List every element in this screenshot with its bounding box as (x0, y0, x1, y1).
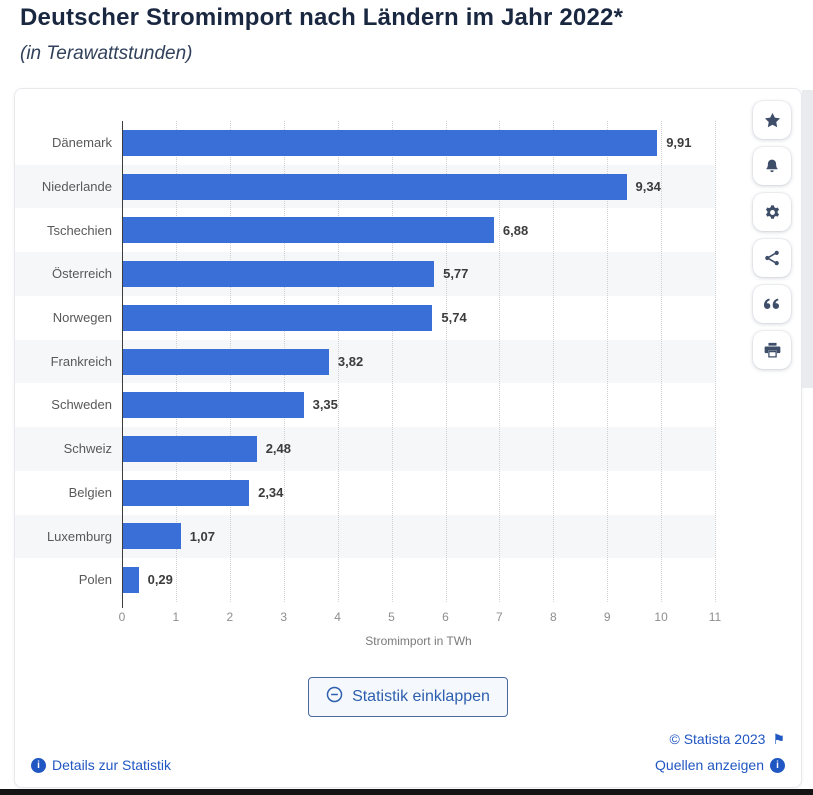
row-stripe (15, 339, 715, 384)
statistic-card: Stromimport in TWh Dänemark 9,91 Niederlan… (14, 88, 802, 788)
bar (123, 173, 627, 200)
copyright-label: © Statista 2023 (669, 731, 766, 747)
bar (123, 217, 494, 244)
flag-icon: ⚑ (772, 731, 785, 747)
footer-right-column: © Statista 2023 ⚑ Quellen anzeigen i (655, 731, 785, 773)
value-label: 2,48 (265, 441, 291, 457)
collapse-statistic-button[interactable]: Statistik einklappen (308, 677, 508, 717)
star-icon (764, 112, 781, 129)
card-footer: i Details zur Statistik © Statista 2023 … (31, 731, 785, 773)
category-label: Österreich (52, 266, 112, 282)
plot-area: Stromimport in TWh Dänemark 9,91 Niederlan… (15, 121, 721, 648)
x-tick-label: 1 (172, 610, 180, 624)
x-tick-label: 10 (654, 610, 668, 624)
category-label: Polen (78, 572, 112, 588)
x-tick-label: 9 (603, 610, 611, 624)
category-label: Frankreich (50, 353, 112, 369)
bottom-bar (0, 789, 813, 795)
category-label: Tschechien (46, 222, 112, 238)
value-label: 5,74 (441, 309, 467, 325)
x-tick-label: 3 (280, 610, 288, 624)
row-stripe (15, 427, 715, 471)
bar (123, 436, 257, 462)
sources-link-label: Quellen anzeigen (655, 757, 764, 773)
scrollbar[interactable] (802, 90, 813, 388)
bar (123, 304, 433, 331)
settings-button[interactable] (753, 193, 791, 231)
chart-toolbar (753, 101, 791, 369)
x-tick-label: 2 (226, 610, 234, 624)
category-label: Dänemark (52, 135, 112, 150)
page-subtitle: (in Terawattstunden) (20, 43, 193, 64)
details-link-label: Details zur Statistik (52, 757, 172, 773)
share-button[interactable] (753, 239, 791, 277)
gridline (715, 121, 716, 602)
gridline (499, 121, 501, 602)
value-label: 1,07 (189, 528, 215, 544)
x-tick-label: 6 (442, 610, 449, 624)
category-label: Niederlande (41, 178, 112, 194)
gridline (553, 121, 555, 602)
x-axis-title: Stromimport in TWh (365, 634, 472, 648)
minus-circle-icon (326, 686, 343, 708)
value-label: 3,82 (337, 353, 364, 369)
print-button[interactable] (753, 331, 791, 369)
gear-icon (764, 204, 781, 221)
category-label: Schweden (51, 397, 112, 413)
info-icon: i (770, 757, 785, 773)
notification-button[interactable] (753, 147, 791, 185)
bar (123, 523, 181, 550)
category-label: Norwegen (52, 309, 112, 325)
collapse-button-label: Statistik einklappen (352, 688, 490, 705)
category-label: Belgien (68, 484, 112, 500)
gridline (661, 121, 663, 602)
value-label: 9,91 (666, 135, 692, 150)
printer-icon (764, 342, 781, 358)
page-title: Deutscher Stromimport nach Ländern im Ja… (20, 4, 624, 31)
info-icon: i (31, 757, 46, 773)
x-tick-label: 8 (549, 610, 557, 624)
x-tick-label: 7 (496, 610, 503, 624)
value-label: 2,34 (258, 484, 284, 500)
collapse-button-row: Statistik einklappen (15, 677, 801, 717)
gridline (607, 121, 609, 602)
favorite-button[interactable] (753, 101, 791, 139)
x-tick-label: 0 (118, 610, 126, 624)
share-icon (764, 250, 780, 266)
row-stripe (15, 514, 715, 559)
bar (123, 392, 304, 419)
sources-link[interactable]: Quellen anzeigen i (655, 757, 785, 773)
details-link[interactable]: i Details zur Statistik (31, 757, 171, 773)
copyright-text: © Statista 2023 ⚑ (670, 731, 786, 747)
bar (123, 261, 435, 288)
gridline (445, 121, 447, 602)
x-tick-label: 11 (708, 610, 722, 624)
value-label: 5,77 (443, 266, 469, 282)
value-label: 9,34 (635, 178, 661, 194)
bar (123, 129, 658, 156)
x-tick-label: 5 (388, 610, 395, 624)
y-axis-line (122, 121, 123, 608)
gridline (337, 121, 339, 602)
x-tick-label: 4 (334, 610, 341, 624)
category-label: Luxemburg (46, 528, 112, 544)
value-label: 3,35 (312, 397, 338, 413)
bell-icon (764, 158, 780, 175)
gridline (391, 121, 393, 602)
bar (123, 479, 250, 506)
value-label: 0,29 (147, 572, 173, 588)
quote-icon (763, 297, 781, 311)
value-label: 6,88 (502, 222, 529, 238)
category-label: Schweiz (63, 441, 112, 457)
bar (123, 567, 139, 594)
cite-button[interactable] (753, 285, 791, 323)
bar (123, 348, 329, 375)
